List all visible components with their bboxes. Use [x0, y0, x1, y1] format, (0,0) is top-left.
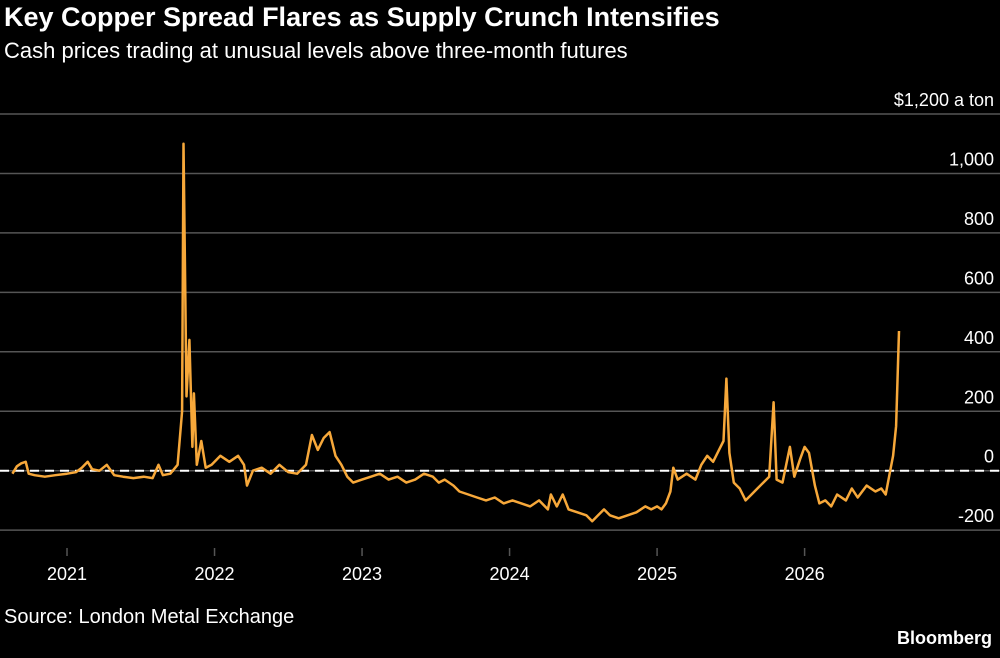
x-tick-label: 2023 [342, 564, 382, 584]
x-tick-label: 2025 [637, 564, 677, 584]
source-note: Source: London Metal Exchange [4, 606, 295, 628]
y-tick-label: 0 [984, 447, 994, 467]
y-axis-ticks: 1,000 800 600 400 200 0 -200 [949, 149, 994, 526]
x-axis-ticks: 2021 2022 2023 2024 2025 2026 [47, 548, 825, 584]
y-tick-label: 800 [964, 209, 994, 229]
chart-title: Key Copper Spread Flares as Supply Crunc… [4, 2, 720, 32]
bloomberg-logo: Bloomberg [896, 628, 992, 648]
y-axis-unit-label: $1,200 a ton [894, 90, 994, 110]
x-tick-label: 2021 [47, 564, 87, 584]
y-tick-label: 400 [964, 328, 994, 348]
x-tick-label: 2022 [195, 564, 235, 584]
y-tick-label: 600 [964, 268, 994, 288]
y-tick-label: -200 [958, 506, 994, 526]
x-tick-label: 2024 [490, 564, 530, 584]
y-tick-label: 200 [964, 387, 994, 407]
chart-subtitle: Cash prices trading at unusual levels ab… [4, 38, 628, 63]
x-tick-label: 2026 [785, 564, 825, 584]
spread-series-line [11, 142, 901, 523]
y-tick-label: 1,000 [949, 149, 994, 169]
grid-lines [0, 113, 1000, 531]
